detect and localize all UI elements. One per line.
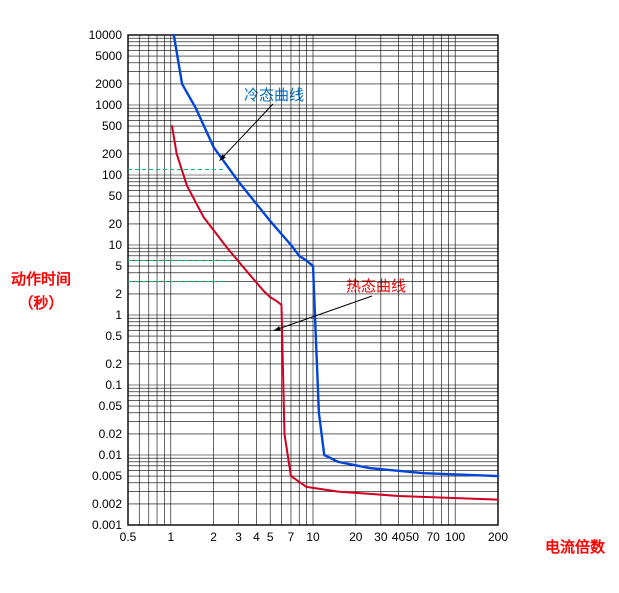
svg-text:2: 2 — [210, 530, 217, 544]
svg-text:5: 5 — [267, 530, 274, 544]
chart-page: 动作时间（秒） 电流倍数 冷态曲线 热态曲线 0.512345710203040… — [0, 0, 619, 593]
svg-text:200: 200 — [102, 147, 122, 161]
svg-text:100: 100 — [445, 530, 465, 544]
svg-text:0.2: 0.2 — [105, 357, 122, 371]
svg-text:0.5: 0.5 — [120, 530, 137, 544]
svg-text:5000: 5000 — [95, 49, 122, 63]
svg-text:200: 200 — [488, 530, 508, 544]
svg-text:40: 40 — [392, 530, 406, 544]
svg-text:50: 50 — [109, 189, 123, 203]
svg-text:1: 1 — [167, 530, 174, 544]
svg-text:1000: 1000 — [95, 98, 122, 112]
svg-text:20: 20 — [349, 530, 363, 544]
svg-text:0.5: 0.5 — [105, 329, 122, 343]
svg-text:0.001: 0.001 — [92, 518, 122, 532]
svg-text:10: 10 — [306, 530, 320, 544]
svg-text:0.01: 0.01 — [99, 448, 123, 462]
svg-text:10000: 10000 — [89, 28, 123, 42]
svg-text:70: 70 — [426, 530, 440, 544]
svg-text:100: 100 — [102, 168, 122, 182]
svg-text:7: 7 — [288, 530, 295, 544]
svg-text:0.005: 0.005 — [92, 469, 122, 483]
svg-text:0.05: 0.05 — [99, 399, 123, 413]
svg-text:3: 3 — [235, 530, 242, 544]
svg-text:0.02: 0.02 — [99, 427, 123, 441]
svg-text:50: 50 — [406, 530, 420, 544]
loglog-chart: 0.51234571020304050701002000.0010.0020.0… — [0, 0, 619, 593]
svg-text:4: 4 — [253, 530, 260, 544]
svg-text:20: 20 — [109, 217, 123, 231]
svg-text:5: 5 — [115, 259, 122, 273]
svg-text:0.1: 0.1 — [105, 378, 122, 392]
svg-text:2: 2 — [115, 287, 122, 301]
svg-text:500: 500 — [102, 119, 122, 133]
svg-text:30: 30 — [374, 530, 388, 544]
svg-text:1: 1 — [115, 308, 122, 322]
svg-text:2000: 2000 — [95, 77, 122, 91]
svg-text:10: 10 — [109, 238, 123, 252]
svg-text:0.002: 0.002 — [92, 497, 122, 511]
